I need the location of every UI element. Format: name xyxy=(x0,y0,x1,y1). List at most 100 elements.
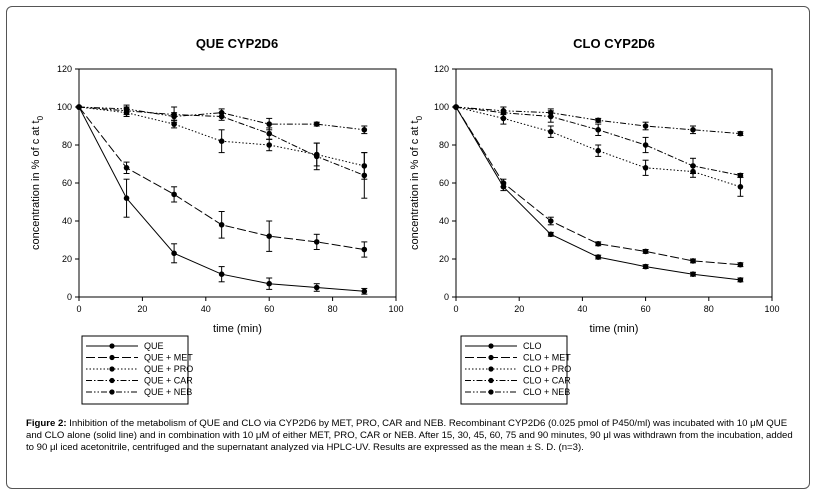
y-tick-label: 120 xyxy=(434,64,449,74)
data-point xyxy=(361,127,368,133)
legend-marker xyxy=(109,377,115,384)
data-point xyxy=(548,109,554,116)
legend-marker xyxy=(488,354,494,361)
data-point xyxy=(500,108,507,114)
x-tick-label: 40 xyxy=(201,304,211,314)
legend-marker xyxy=(109,389,115,395)
data-point xyxy=(361,172,368,179)
data-point xyxy=(690,163,696,169)
legend-marker xyxy=(488,389,494,395)
y-axis-label-subscript: 0 xyxy=(36,115,45,120)
data-point xyxy=(76,104,82,110)
series-1 xyxy=(76,104,368,295)
x-tick-label: 80 xyxy=(704,304,714,314)
data-point xyxy=(218,222,225,228)
x-tick-label: 80 xyxy=(328,304,338,314)
data-point xyxy=(453,104,459,110)
chart-clo: CLO CYP2D6 0 20 40 60 80 100 120 0 20 40 60 80 100 tim… xyxy=(409,36,780,405)
data-point xyxy=(737,184,744,190)
y-axis-label: concentration in % of c at t0 xyxy=(409,115,424,250)
legend-item: CLO + NEB xyxy=(465,387,570,397)
x-axis-label: time (min) xyxy=(213,323,262,335)
chart-title: CLO CYP2D6 xyxy=(573,36,655,51)
legend-label: QUE + CAR xyxy=(144,376,193,386)
legend-item: CLO + MET xyxy=(465,353,571,363)
y-tick-label: 60 xyxy=(439,178,449,188)
data-point xyxy=(595,127,601,133)
caption-label: Figure 2: xyxy=(26,418,67,429)
legend-item: CLO + CAR xyxy=(465,376,571,386)
x-tick-label: 60 xyxy=(641,304,651,314)
legend-marker xyxy=(109,343,115,349)
data-point xyxy=(123,195,130,201)
data-point xyxy=(737,261,744,268)
data-point xyxy=(361,288,368,295)
legend-label: CLO xyxy=(523,341,542,351)
y-axis-label: concentration in % of c at t0 xyxy=(30,115,45,250)
data-point xyxy=(737,277,744,283)
y-tick-label: 80 xyxy=(439,140,449,150)
legend-marker xyxy=(109,366,115,372)
legend-label: CLO + NEB xyxy=(523,387,570,397)
legend-label: QUE xyxy=(144,341,164,351)
x-tick-label: 20 xyxy=(137,304,147,314)
y-tick-label: 20 xyxy=(439,254,449,264)
y-tick-label: 60 xyxy=(62,178,72,188)
legend-label: CLO + CAR xyxy=(523,376,571,386)
y-axis-label-subscript: 0 xyxy=(415,115,424,120)
x-tick-label: 100 xyxy=(764,304,779,314)
legend-label: QUE + PRO xyxy=(144,364,193,374)
series-line xyxy=(455,106,741,176)
legend-box xyxy=(81,335,189,405)
data-point xyxy=(361,246,368,253)
data-point xyxy=(642,165,649,171)
legend-marker xyxy=(488,366,494,372)
series-4 xyxy=(453,104,744,179)
data-point xyxy=(266,121,273,127)
legend-box xyxy=(460,335,568,405)
y-tick-label: 80 xyxy=(62,140,72,150)
y-tick-label: 40 xyxy=(62,216,72,226)
data-point xyxy=(642,248,649,255)
caption-text: Inhibition of the metabolism of QUE and … xyxy=(26,418,793,454)
data-point xyxy=(171,191,177,198)
legend-label: CLO + PRO xyxy=(523,364,571,374)
chart-que: QUE CYP2D6 0 20 40 60 80 100 120 0 20 40 60 80 100 tim… xyxy=(30,36,404,405)
y-tick-label: 0 xyxy=(444,292,449,302)
x-tick-label: 0 xyxy=(453,304,458,314)
legend-item: QUE + MET xyxy=(86,353,193,363)
x-tick-label: 0 xyxy=(76,304,81,314)
legend-item: CLO + PRO xyxy=(465,364,571,374)
data-point xyxy=(548,128,554,135)
x-tick-label: 100 xyxy=(388,304,403,314)
legend-item: QUE + NEB xyxy=(86,387,192,397)
data-point xyxy=(690,271,696,278)
data-point xyxy=(595,117,601,124)
y-tick-label: 0 xyxy=(67,292,72,302)
x-axis-label: time (min) xyxy=(590,323,639,335)
legend-item: CLO xyxy=(465,341,542,351)
series-5 xyxy=(453,104,744,137)
y-tick-label: 40 xyxy=(439,216,449,226)
series-2 xyxy=(76,104,368,258)
legend-item: QUE + CAR xyxy=(86,376,193,386)
figure-caption: Figure 2: Inhibition of the metabolism o… xyxy=(26,418,796,455)
data-point xyxy=(218,138,225,144)
data-point xyxy=(595,254,601,260)
legend-marker xyxy=(488,377,494,384)
legend-item: QUE xyxy=(86,341,164,351)
data-point xyxy=(266,142,273,148)
x-tick-label: 60 xyxy=(264,304,274,314)
legend-label: QUE + MET xyxy=(144,353,193,363)
data-point xyxy=(642,142,649,148)
data-point xyxy=(642,263,649,270)
data-point xyxy=(737,130,744,137)
data-point xyxy=(313,121,320,127)
data-point xyxy=(123,106,130,112)
y-tick-label: 100 xyxy=(434,102,449,112)
data-point xyxy=(266,280,273,287)
figure-charts: QUE CYP2D6 0 20 40 60 80 100 120 0 20 40 60 80 100 tim… xyxy=(30,36,780,405)
data-point xyxy=(313,239,320,245)
data-point xyxy=(595,147,601,154)
